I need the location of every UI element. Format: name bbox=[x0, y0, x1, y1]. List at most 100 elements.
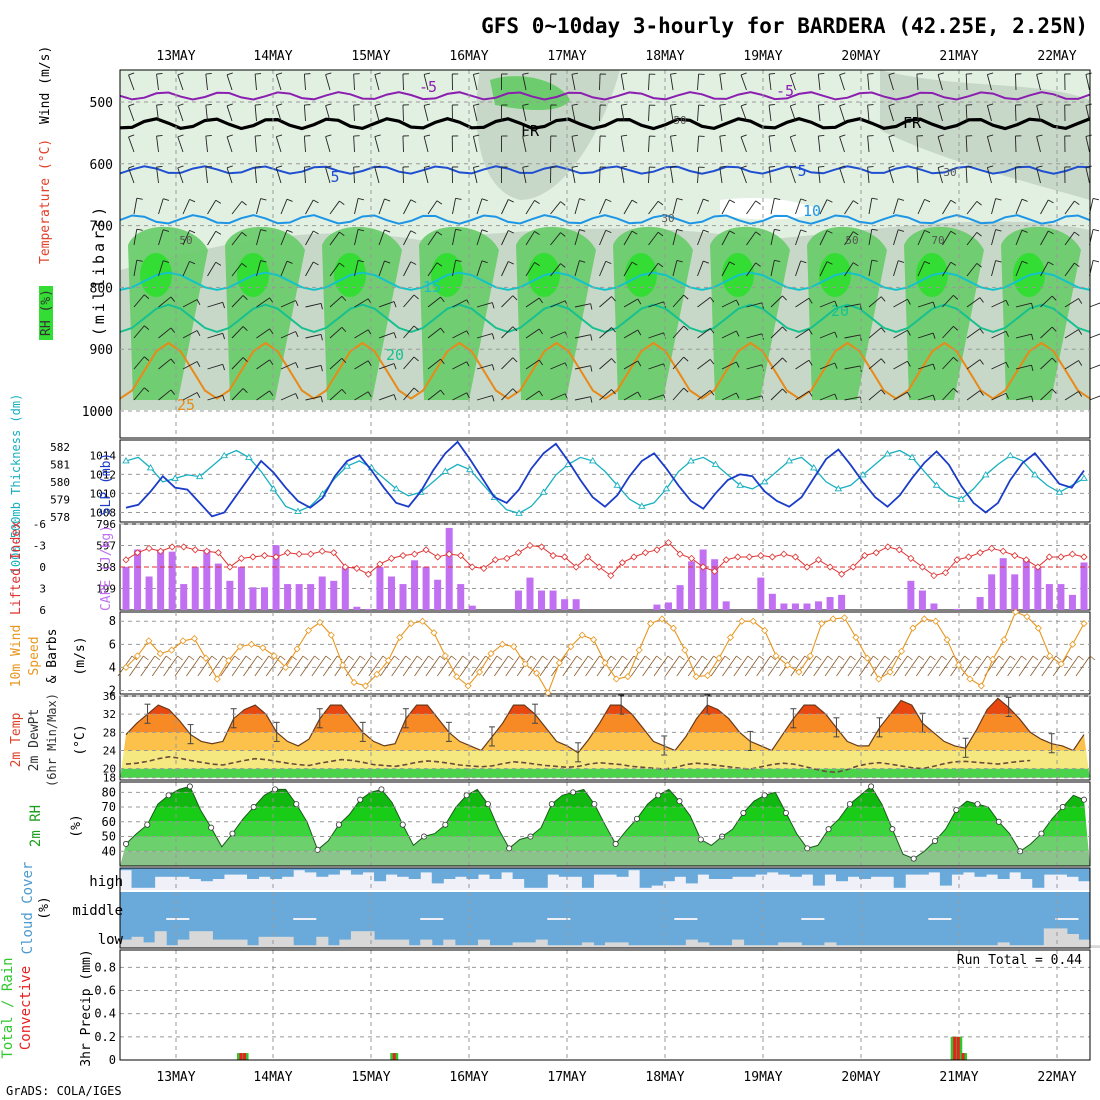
lifted-index-marker-62 bbox=[826, 563, 834, 571]
wind-speed-marker-16 bbox=[293, 645, 301, 653]
cloud-low-bar-25 bbox=[397, 939, 410, 948]
cape-bar-38 bbox=[549, 590, 557, 610]
upper-wind-barb-50 bbox=[353, 104, 360, 122]
cape-bar-9 bbox=[214, 563, 222, 610]
cape-bar-40 bbox=[572, 599, 580, 610]
cloud-frame bbox=[119, 867, 1091, 949]
minmax-marker-39 bbox=[532, 703, 539, 724]
cloud-middle-gap-38 bbox=[547, 918, 571, 920]
upper-wind-barb-108 bbox=[789, 134, 797, 153]
rh-band-1 bbox=[120, 851, 1090, 866]
upper-wind-barb-19 bbox=[571, 72, 578, 91]
lifted-index-marker-49 bbox=[676, 550, 684, 558]
upper-wind-barb-296 bbox=[501, 295, 518, 308]
surface-wind-barb-66 bbox=[858, 655, 879, 677]
upper-wind-barb-242 bbox=[158, 260, 170, 277]
rh-marker-45 bbox=[591, 801, 598, 808]
upper-wind-barb-252 bbox=[403, 261, 417, 277]
rh-frame bbox=[119, 781, 1091, 867]
upper-wind-barb-340 bbox=[599, 327, 616, 339]
rh-marker-19 bbox=[314, 846, 321, 853]
upper-wind-barb-158 bbox=[1036, 165, 1043, 184]
minmax-marker-67 bbox=[833, 717, 840, 738]
thickness-marker-5 bbox=[171, 474, 179, 481]
surface-wind-barb-13 bbox=[254, 655, 275, 677]
wind-speed-marker-22 bbox=[361, 682, 370, 690]
upper-wind-barb-406 bbox=[256, 390, 274, 401]
lifted-index-marker-65 bbox=[861, 551, 869, 560]
surface-wind-barb-85 bbox=[1075, 655, 1096, 677]
temp-tick-3: 28 bbox=[103, 726, 116, 739]
upper-wind-barb-16 bbox=[501, 73, 508, 90]
bottom-day-label-9: 21MAY bbox=[939, 1070, 978, 1085]
cloud-high-bar-63 bbox=[835, 868, 848, 882]
upper-wind-barb-189 bbox=[819, 199, 833, 215]
upper-wind-barb-40 bbox=[1085, 72, 1092, 91]
thickness-marker-19 bbox=[343, 462, 351, 469]
wind-speed-marker-20 bbox=[339, 661, 347, 669]
surface-wind-barb-43 bbox=[596, 655, 617, 677]
cloud-low-bar-28 bbox=[431, 945, 444, 948]
surface-wind-barb-40 bbox=[562, 655, 583, 677]
rh-tick-1: 80 bbox=[102, 785, 116, 799]
upper-wind-barb-107 bbox=[768, 134, 776, 153]
upper-wind-barb-63 bbox=[670, 103, 677, 122]
upper-wind-barb-254 bbox=[452, 259, 462, 277]
cloud-high-bar-6 bbox=[177, 868, 190, 877]
upper-wind-barb-102 bbox=[648, 135, 656, 153]
top-day-labels: 13MAY 14MAY 15MAY 16MAY 17MAY 18MAY 19MAY 20MAY… bbox=[156, 49, 1076, 64]
upper-wind-barb-273 bbox=[917, 260, 931, 277]
upper-wind-barb-248 bbox=[305, 261, 319, 277]
upper-wind-barb-228 bbox=[795, 229, 807, 246]
cloud-low-bar-41 bbox=[581, 942, 594, 948]
upper-wind-barb-92 bbox=[402, 135, 409, 153]
upper-wind-barb-397 bbox=[1015, 364, 1034, 372]
wind-speed-marker-70 bbox=[909, 624, 917, 632]
surface-wind-barb-37 bbox=[528, 655, 548, 677]
thickness-marker-57 bbox=[810, 464, 818, 471]
svg-text:(millibars): (millibars) bbox=[90, 204, 108, 336]
lifted-index-marker-4 bbox=[157, 547, 165, 555]
upper-wind-barb-151 bbox=[867, 166, 874, 184]
upper-wind-barb-311 bbox=[868, 296, 886, 308]
cloud-high-bar-23 bbox=[374, 868, 387, 882]
minmax-marker-83 bbox=[1005, 696, 1012, 717]
cloud-high-bar-84 bbox=[1078, 868, 1091, 882]
surface-wind-barb-42 bbox=[585, 655, 605, 677]
upper-wind-barb-7 bbox=[275, 72, 283, 91]
cloud-low-bar-20 bbox=[339, 939, 352, 948]
rh-marker-81 bbox=[974, 801, 981, 808]
upper-wind-barb-78 bbox=[1036, 103, 1043, 122]
cloud-high-bar-7 bbox=[189, 868, 202, 879]
slp-tick-4: 1008 bbox=[90, 506, 117, 519]
wind-speed-marker-61 bbox=[806, 652, 814, 660]
cloud-high-bar-19 bbox=[327, 868, 340, 875]
temp-contour-3 bbox=[119, 165, 1091, 175]
surface-wind-barb-48 bbox=[653, 655, 674, 677]
upper-wind-barb-112 bbox=[888, 134, 895, 153]
lifted-index-marker-9 bbox=[214, 549, 222, 557]
upper-wind-barb-14 bbox=[451, 73, 459, 91]
upper-wind-barb-212 bbox=[403, 230, 417, 246]
cloud-high-bar-45 bbox=[628, 868, 641, 871]
upper-wind-barb-184 bbox=[697, 198, 709, 215]
wind-speed-marker-23 bbox=[373, 670, 381, 678]
upper-wind-barb-387 bbox=[770, 357, 788, 370]
cloud-low-bar-61 bbox=[812, 945, 825, 948]
upper-wind-barb-187 bbox=[770, 197, 781, 215]
cloud-high-bar-53 bbox=[720, 868, 733, 879]
upper-wind-barb-237 bbox=[1015, 229, 1028, 246]
precip-tick-3: 0.4 bbox=[94, 1007, 116, 1021]
temp-contour-label-11: 25 bbox=[177, 396, 195, 414]
upper-wind-barb-1 bbox=[128, 72, 135, 91]
upper-wind-barb-135 bbox=[472, 165, 480, 184]
upper-wind-barb-217 bbox=[525, 231, 540, 246]
upper-wind-barb-143 bbox=[670, 165, 677, 184]
upper-wind-barb-433 bbox=[917, 394, 936, 401]
upper-wind-barb-160 bbox=[1085, 165, 1092, 184]
lifted-index-marker-43 bbox=[607, 572, 615, 580]
cloud-high-bar-66 bbox=[870, 868, 883, 877]
rh-marker-27 bbox=[399, 821, 406, 828]
cloud-low-bar-11 bbox=[235, 939, 248, 948]
lifted-index-marker-3 bbox=[145, 544, 153, 552]
